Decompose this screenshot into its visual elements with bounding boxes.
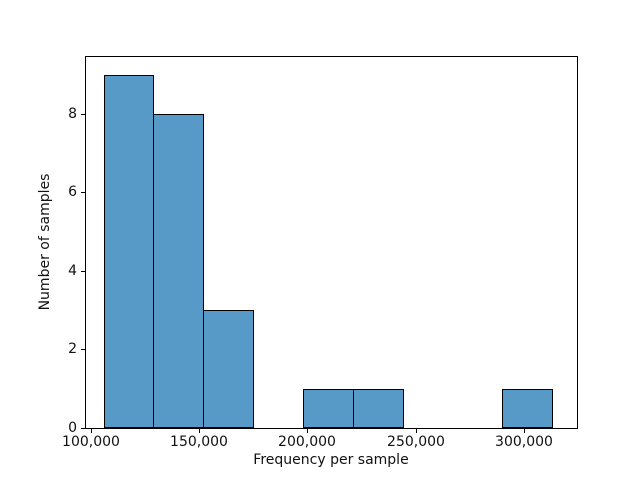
x-tick-label: 250,000 — [387, 434, 445, 450]
y-tick-mark — [81, 271, 85, 272]
x-tick-mark — [524, 429, 525, 433]
x-tick-label: 200,000 — [278, 434, 336, 450]
plot-area: 100,000 150,000 200,000 250,000 300,000 0 2 4 6 8 — [62, 56, 578, 450]
y-tick-label: 0 — [68, 420, 77, 436]
x-tick-mark — [307, 429, 308, 433]
y-tick-mark — [81, 192, 85, 193]
histogram-bar — [303, 389, 354, 428]
y-tick-label: 4 — [68, 263, 77, 279]
x-tick-label: 100,000 — [62, 434, 120, 450]
x-tick-label: 300,000 — [495, 434, 553, 450]
x-tick-label: 150,000 — [170, 434, 228, 450]
histogram-bar — [203, 310, 254, 428]
x-axis-title: Frequency per sample — [253, 452, 409, 468]
y-tick-mark — [81, 114, 85, 115]
y-tick-mark — [81, 349, 85, 350]
x-tick-mark — [416, 429, 417, 433]
y-tick-mark — [81, 428, 85, 429]
y-axis-title: Number of samples — [37, 173, 53, 311]
histogram-bar — [502, 389, 553, 428]
x-tick-mark — [91, 429, 92, 433]
y-tick-label: 6 — [68, 184, 77, 200]
y-tick-label: 2 — [68, 341, 77, 357]
histogram-bar — [104, 75, 154, 428]
histogram-bar — [353, 389, 404, 428]
histogram-bar — [153, 114, 204, 428]
y-tick-label: 8 — [68, 106, 77, 122]
x-tick-mark — [199, 429, 200, 433]
